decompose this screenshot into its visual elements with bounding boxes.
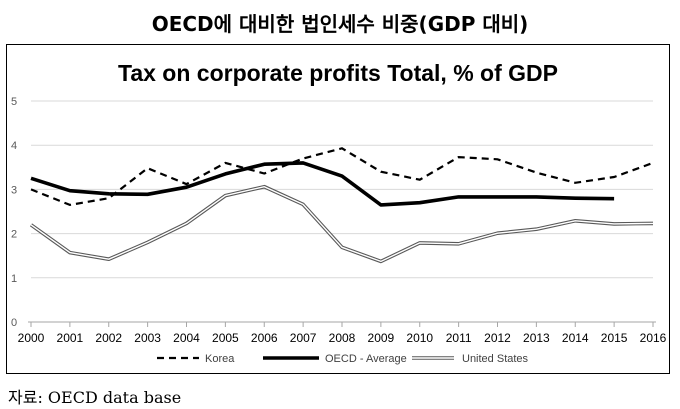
x-tick-label: 2009 bbox=[368, 331, 395, 345]
legend: Korea OECD - Average United States bbox=[157, 353, 529, 365]
series-line-korea bbox=[30, 147, 654, 207]
legend-label-united-states: United States bbox=[462, 353, 529, 365]
x-tick-label: 2005 bbox=[212, 331, 239, 345]
y-tick-label: 1 bbox=[11, 273, 17, 285]
x-tick-label: 2012 bbox=[484, 331, 511, 345]
series-line-united-states-inner bbox=[30, 186, 654, 263]
line-chart: Tax on corporate profits Total, % of GDP… bbox=[11, 60, 667, 365]
gridlines bbox=[31, 100, 653, 279]
x-tick-label: 2002 bbox=[95, 331, 122, 345]
chart-frame: Tax on corporate profits Total, % of GDP… bbox=[6, 44, 670, 374]
x-tick-label: 2006 bbox=[251, 331, 278, 345]
x-tick-label: 2011 bbox=[446, 331, 472, 345]
x-tick-label: 2010 bbox=[406, 331, 433, 345]
series-lines bbox=[29, 147, 654, 264]
y-tick-label: 2 bbox=[11, 229, 17, 241]
series-line-oecd-average bbox=[30, 161, 615, 207]
x-axis: 2000 2001 2002 2003 2004 2005 2006 2007 2008 2009… bbox=[18, 321, 667, 345]
y-tick-label: 4 bbox=[11, 140, 17, 152]
x-tick-label: 2008 bbox=[329, 331, 356, 345]
legend-label-oecd-average: OECD - Average bbox=[325, 353, 407, 365]
page-title: OECD에 대비한 법인세수 비중(GDP 대비) bbox=[151, 12, 529, 36]
x-tick-label: 2015 bbox=[601, 331, 628, 345]
y-axis: 0 1 2 3 4 5 bbox=[11, 96, 17, 329]
y-tick-label: 0 bbox=[11, 317, 17, 329]
x-tick-label: 2003 bbox=[134, 331, 161, 345]
x-tick-label: 2014 bbox=[562, 331, 589, 345]
x-tick-label: 2004 bbox=[173, 331, 200, 345]
source-note: 자료: OECD data base bbox=[8, 388, 182, 407]
x-tick-label: 2001 bbox=[57, 331, 84, 345]
x-tick-label: 2000 bbox=[18, 331, 45, 345]
x-tick-label: 2013 bbox=[523, 331, 550, 345]
y-tick-label: 3 bbox=[11, 184, 17, 196]
x-tick-label: 2007 bbox=[290, 331, 317, 345]
x-tick-label: 2016 bbox=[640, 331, 667, 345]
y-tick-label: 5 bbox=[11, 96, 17, 108]
legend-label-korea: Korea bbox=[205, 353, 235, 365]
chart-title: Tax on corporate profits Total, % of GDP bbox=[118, 60, 558, 86]
